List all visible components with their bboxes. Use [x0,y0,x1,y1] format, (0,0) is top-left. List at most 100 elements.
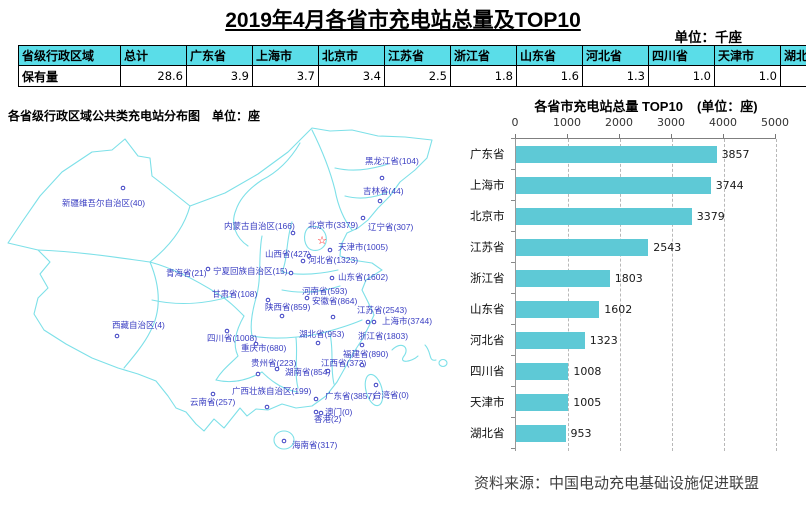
x-tick-label: 3000 [657,116,685,129]
taiwan-island [364,373,384,407]
table-header-cell: 四川省 [648,45,715,66]
table-header-cell: 山东省 [516,45,583,66]
y-tick-mark [511,355,515,356]
map-region-label: 甘肃省(108) [212,289,258,299]
bar [516,270,610,287]
gridline [724,139,725,451]
page-title: 2019年4月各省市充电站总量及TOP10 [0,4,806,34]
table-header-cell: 北京市 [318,45,385,66]
sea-squiggle [391,344,437,362]
category-label: 上海市 [470,179,505,192]
map-region-label: 青海省(21) [166,268,207,278]
bar-value-label: 3744 [715,179,744,192]
top10-bar-chart: 各省市充电站总量 TOP10 (单位：座) 0 1000 2000 3000 4000 5… [470,96,802,468]
map-region-label: 河南省(593) [302,286,348,296]
map-region-marker [315,340,321,346]
y-tick-mark [511,262,515,263]
table-value-cell: 1.0 [714,65,781,87]
map-region-marker [377,198,383,204]
map-region-label: 安徽省(864) [312,296,358,306]
gridline [672,139,673,451]
category-label: 广东省 [470,148,505,161]
bar-row: 1005 [516,387,776,418]
y-tick-mark [511,169,515,170]
map-region-label: 四川省(1008) [207,333,257,343]
y-tick-mark [511,293,515,294]
bar [516,177,711,194]
category-label: 天津市 [470,396,505,409]
map-region-marker [290,230,296,236]
bar-row: 3744 [516,170,776,201]
map-region-label: 北京市(3379) [308,220,358,230]
y-tick-mark [511,324,515,325]
page-title-text: 2019年4月各省市充电站总量及TOP10 [225,9,581,32]
table-header-cell: 湖北省 [780,45,806,66]
table-value-cell: 1.8 [450,65,517,87]
x-tick-mark [723,134,724,138]
table-header-cell: 省级行政区域 [18,45,121,66]
map-region-label: 台湾省(0) [373,390,409,400]
map-region-label: 重庆市(680) [241,343,287,353]
table-row-label: 保有量 [18,65,121,87]
map-region-marker [264,404,270,410]
chart-title: 各省市充电站总量 TOP10 (单位：座) [515,96,777,115]
china-distribution-map: 新疆维吾尔自治区(40) 黑龙江省(104) 吉林省(44) 内蒙古自治区(166) 北… [7,127,448,450]
data-source-note: 资料来源：中国电动充电基础设施促进联盟 [474,475,760,492]
map-region-label: 辽宁省(307) [368,222,414,232]
table-header-cell: 江苏省 [384,45,451,66]
y-tick-mark [511,386,515,387]
x-tick-mark [567,134,568,138]
bar-value-label: 3379 [696,210,725,223]
map-region-label: 新疆维吾尔自治区(40) [62,198,145,208]
gridline [620,139,621,451]
map-region-label: 香港(2) [314,414,342,424]
bar [516,363,569,380]
table-value-cell: 28.6 [120,65,187,87]
sea-squiggle-dot [438,358,448,368]
map-region-marker [359,342,365,348]
table-header-cell: 天津市 [714,45,781,66]
category-label: 山东省 [470,303,505,316]
table-header-cell: 浙江省 [450,45,517,66]
x-tick-label: 4000 [709,116,737,129]
category-label: 浙江省 [470,272,505,285]
bar [516,332,585,349]
map-region-marker [327,247,333,253]
table-unit-label: 单位：千座 [674,30,743,45]
bar-row: 3857 [516,139,776,170]
map-region-marker [318,410,324,416]
map-region-label: 浙江省(1803) [358,331,408,341]
table-header-cell: 总计 [120,45,187,66]
y-tick-mark [511,200,515,201]
bar-value-label: 1602 [604,303,633,316]
bar-value-label: 3857 [721,148,750,161]
table-header-cell: 广东省 [186,45,253,66]
map-region-label: 湖北省(953) [299,329,345,339]
map-region-label: 山东省(1602) [338,272,388,282]
map-region-label: 广西壮族自治区(199) [232,386,312,396]
table-header-cell: 河北省 [582,45,649,66]
map-borders [7,127,448,450]
bar-value-label: 1005 [573,396,602,409]
map-region-label: 陕西省(859) [265,302,311,312]
gridline [776,139,777,451]
map-region-marker [281,438,287,444]
map-region-marker [253,341,259,347]
y-tick-mark [511,448,515,449]
x-axis-tick-labels: 0 1000 2000 3000 4000 5000 [470,116,802,130]
table-value-cell: 1.0 [648,65,715,87]
x-tick-label: 1000 [553,116,581,129]
x-tick-label: 2000 [605,116,633,129]
map-region-marker [313,396,319,402]
bar-row: 2543 [516,232,776,263]
chart-unit-label: (单位：座) [696,99,758,114]
map-region-label: 宁夏回族自治区(15) [213,266,288,276]
table-value-cell: 1.0 [780,65,806,87]
map-region-marker [371,319,377,325]
x-tick-label: 5000 [761,116,789,129]
capital-star-icon: ☆ [317,235,327,247]
bar [516,301,600,318]
table-value-cell: 3.9 [186,65,253,87]
